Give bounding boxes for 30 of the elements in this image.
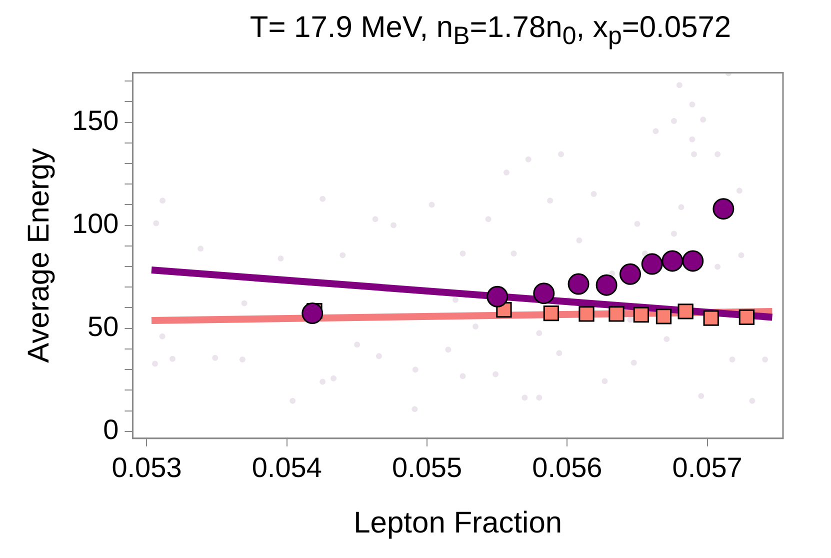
- x-tick-label: 0.055: [392, 452, 462, 483]
- x-tick-label: 0.056: [532, 452, 602, 483]
- y-tick-label: 50: [88, 311, 119, 342]
- point: [568, 273, 590, 295]
- x-tick-label: 0.054: [252, 452, 322, 483]
- point: [738, 309, 755, 326]
- point: [703, 310, 719, 326]
- point: [641, 253, 663, 275]
- point: [712, 198, 734, 220]
- point: [302, 302, 324, 324]
- x-tick-label: 0.057: [672, 452, 742, 483]
- point: [619, 263, 641, 285]
- x-axis-title: Lepton Fraction: [354, 506, 562, 540]
- point: [682, 250, 704, 272]
- point: [486, 286, 508, 308]
- point: [678, 304, 694, 320]
- point: [578, 306, 594, 322]
- y-tick-label: 100: [72, 208, 119, 240]
- y-tick-label: 150: [72, 104, 119, 136]
- chart-title: T= 17.9 MeV, n$_{B}$=1.78n$_{0}$, x$_{p}$=0.0572: [248, 10, 732, 50]
- point: [596, 274, 618, 296]
- point: [533, 282, 555, 304]
- point: [608, 306, 624, 322]
- point: [543, 305, 560, 322]
- y-tick-label: 0: [103, 414, 119, 446]
- point: [633, 306, 649, 323]
- point: [662, 250, 684, 272]
- x-tick-label: 0.053: [112, 452, 182, 483]
- point: [656, 308, 672, 324]
- y-axis-title: Average Energy: [22, 148, 56, 363]
